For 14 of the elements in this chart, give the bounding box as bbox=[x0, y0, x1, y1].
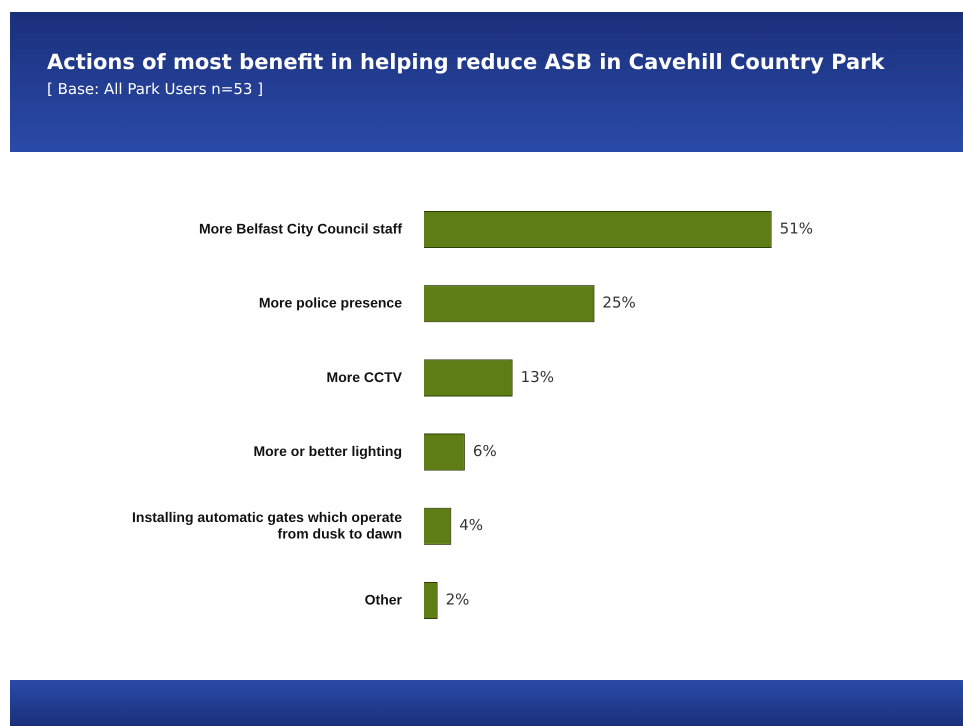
data-label: 51% bbox=[780, 219, 813, 238]
y-tick-label: More police presence bbox=[258, 294, 402, 311]
y-tick-label: Installing automatic gates which operate from dusk to dawn bbox=[132, 508, 402, 542]
y-tick-label: More CCTV bbox=[326, 368, 403, 385]
data-label: 25% bbox=[602, 294, 636, 312]
data-label: 6% bbox=[472, 442, 497, 460]
data-label: 13% bbox=[520, 368, 554, 386]
data-label: 2% bbox=[446, 590, 470, 608]
chart-title: Actions of most benefit in helping reduce ASB in Cavehill Country Park bbox=[47, 50, 884, 74]
y-tick-label: More Belfast City Council staff bbox=[198, 220, 402, 236]
data-label: 4% bbox=[459, 516, 484, 534]
text: [ Base: All Park Users n=53 ] bbox=[47, 80, 264, 98]
y-tick-label: More or better lighting bbox=[253, 442, 402, 459]
y-tick-label: Other bbox=[364, 591, 403, 608]
